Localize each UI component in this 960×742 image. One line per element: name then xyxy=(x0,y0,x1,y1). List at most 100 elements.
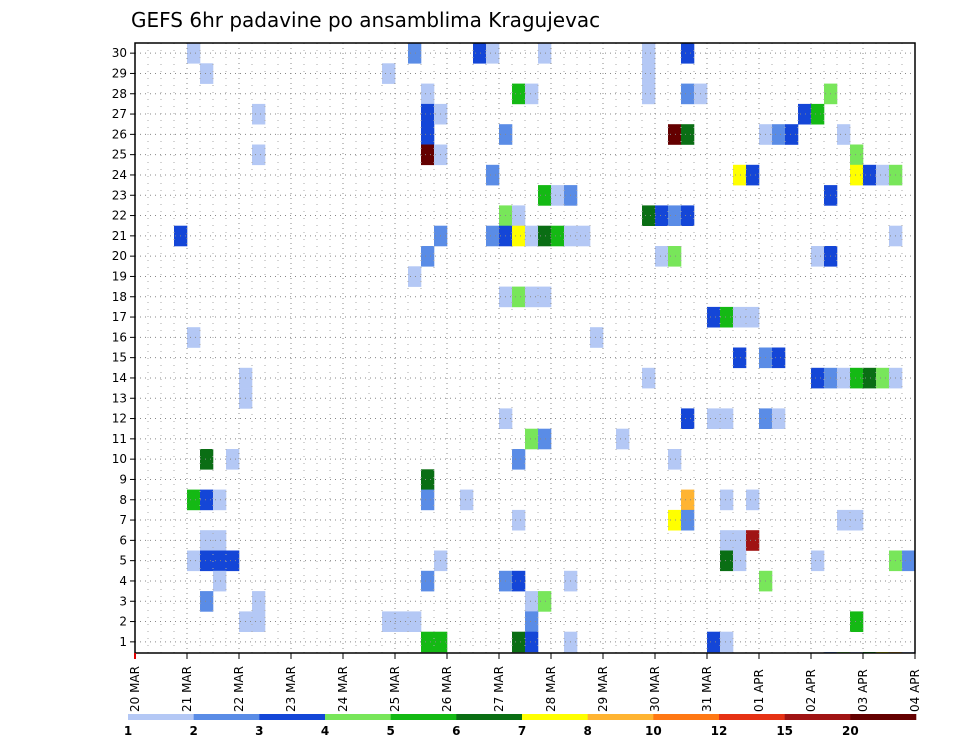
colorbar-segment xyxy=(850,714,917,720)
precip-cell xyxy=(200,63,214,84)
y-tick-label: 19 xyxy=(112,269,127,283)
y-tick-label: 24 xyxy=(112,168,127,182)
precip-cell xyxy=(772,347,786,369)
precip-cell xyxy=(668,246,682,267)
x-tick-label: 24 MAR xyxy=(336,666,350,712)
precip-cell xyxy=(850,611,864,632)
precip-cell xyxy=(512,286,526,308)
precip-cell xyxy=(525,631,539,653)
y-tick-label: 7 xyxy=(119,513,127,527)
precip-cell xyxy=(421,103,435,125)
x-tick-label: 26 MAR xyxy=(440,666,454,712)
y-tick-label: 20 xyxy=(112,249,127,263)
y-tick-label: 25 xyxy=(112,148,127,162)
precip-cell xyxy=(642,63,656,84)
precip-cell xyxy=(512,205,526,226)
precip-cell xyxy=(408,611,422,632)
y-tick-label: 9 xyxy=(119,472,127,486)
precip-cell xyxy=(421,469,435,490)
precip-cell xyxy=(213,550,227,572)
x-tick-label: 01 APR xyxy=(752,669,766,712)
precip-cell xyxy=(252,611,266,632)
colorbar-segment xyxy=(259,714,326,720)
colorbar-tick-label: 12 xyxy=(711,724,728,738)
y-tick-label: 22 xyxy=(112,209,127,223)
precip-cell xyxy=(863,164,877,186)
precip-cell xyxy=(642,205,656,226)
precip-cell xyxy=(200,591,214,612)
precip-cell xyxy=(473,43,487,64)
precip-cell xyxy=(408,266,422,287)
precip-cell xyxy=(226,550,240,572)
colorbar-segment xyxy=(719,714,785,720)
colorbar-tick-label: 3 xyxy=(255,724,263,738)
x-tick-label: 23 MAR xyxy=(284,666,298,712)
precip-cell xyxy=(746,530,760,551)
precip-cell xyxy=(421,83,435,105)
precip-cell xyxy=(837,367,851,389)
precip-cell xyxy=(200,550,214,572)
precip-cell xyxy=(876,367,890,389)
precip-cell xyxy=(590,327,604,348)
y-tick-label: 4 xyxy=(119,574,127,588)
precip-cell xyxy=(668,449,682,470)
precip-cell xyxy=(512,225,526,247)
precip-cell xyxy=(421,631,435,653)
precip-cell xyxy=(746,164,760,186)
precip-cell xyxy=(707,306,721,328)
precip-cell xyxy=(525,428,539,450)
colorbar-tick-label: 6 xyxy=(452,724,460,738)
precip-cell xyxy=(382,611,396,632)
precip-cell xyxy=(538,185,552,206)
precip-cell xyxy=(642,43,656,64)
y-tick-label: 27 xyxy=(112,107,127,121)
precip-cell xyxy=(681,124,695,145)
precip-cell xyxy=(538,225,552,247)
colorbar-segment xyxy=(587,714,654,720)
precip-cell xyxy=(863,367,877,389)
precip-cell xyxy=(525,225,539,247)
precip-cell xyxy=(707,631,721,653)
colorbar-tick-label: 2 xyxy=(189,724,197,738)
y-tick-label: 14 xyxy=(112,371,127,385)
precip-cell xyxy=(811,246,825,267)
colorbar: 1 2 3 4 5 6 7 8 10 12 15 20 xyxy=(124,714,917,738)
x-tick-label: 28 MAR xyxy=(544,666,558,712)
precip-cell xyxy=(421,489,435,511)
precip-cell xyxy=(746,489,760,511)
precip-cell xyxy=(681,509,695,531)
precip-cell xyxy=(187,489,201,511)
plot-frame xyxy=(134,42,916,654)
precip-cell xyxy=(837,509,851,531)
colorbar-segment xyxy=(653,714,720,720)
precip-cell xyxy=(525,286,539,308)
precip-cell xyxy=(382,63,396,84)
precip-cell xyxy=(525,83,539,105)
x-tick-label: 31 MAR xyxy=(700,666,714,712)
x-tick-label: 30 MAR xyxy=(648,666,662,712)
precip-cell xyxy=(512,509,526,531)
precip-cell xyxy=(733,347,747,369)
precip-cell xyxy=(252,144,266,166)
y-tick-label: 18 xyxy=(112,290,127,304)
precip-cell xyxy=(538,591,552,612)
precip-cell xyxy=(421,570,435,592)
precip-cell xyxy=(733,530,747,551)
precip-cell xyxy=(200,530,214,551)
precip-cell xyxy=(798,103,812,125)
precip-cell xyxy=(408,43,422,64)
colorbar-tick-label: 5 xyxy=(386,724,394,738)
x-tick-label: 27 MAR xyxy=(492,666,506,712)
precip-cell xyxy=(733,306,747,328)
precip-cell xyxy=(538,286,552,308)
precip-cell xyxy=(421,246,435,267)
y-tick-label: 26 xyxy=(112,127,127,141)
precip-cell xyxy=(577,225,591,247)
precip-cell xyxy=(200,449,214,470)
precip-cell xyxy=(681,43,695,64)
y-tick-label: 30 xyxy=(112,46,127,60)
colorbar-tick-label: 4 xyxy=(321,724,329,738)
precip-cell xyxy=(486,43,500,64)
y-tick-label: 6 xyxy=(119,533,127,547)
